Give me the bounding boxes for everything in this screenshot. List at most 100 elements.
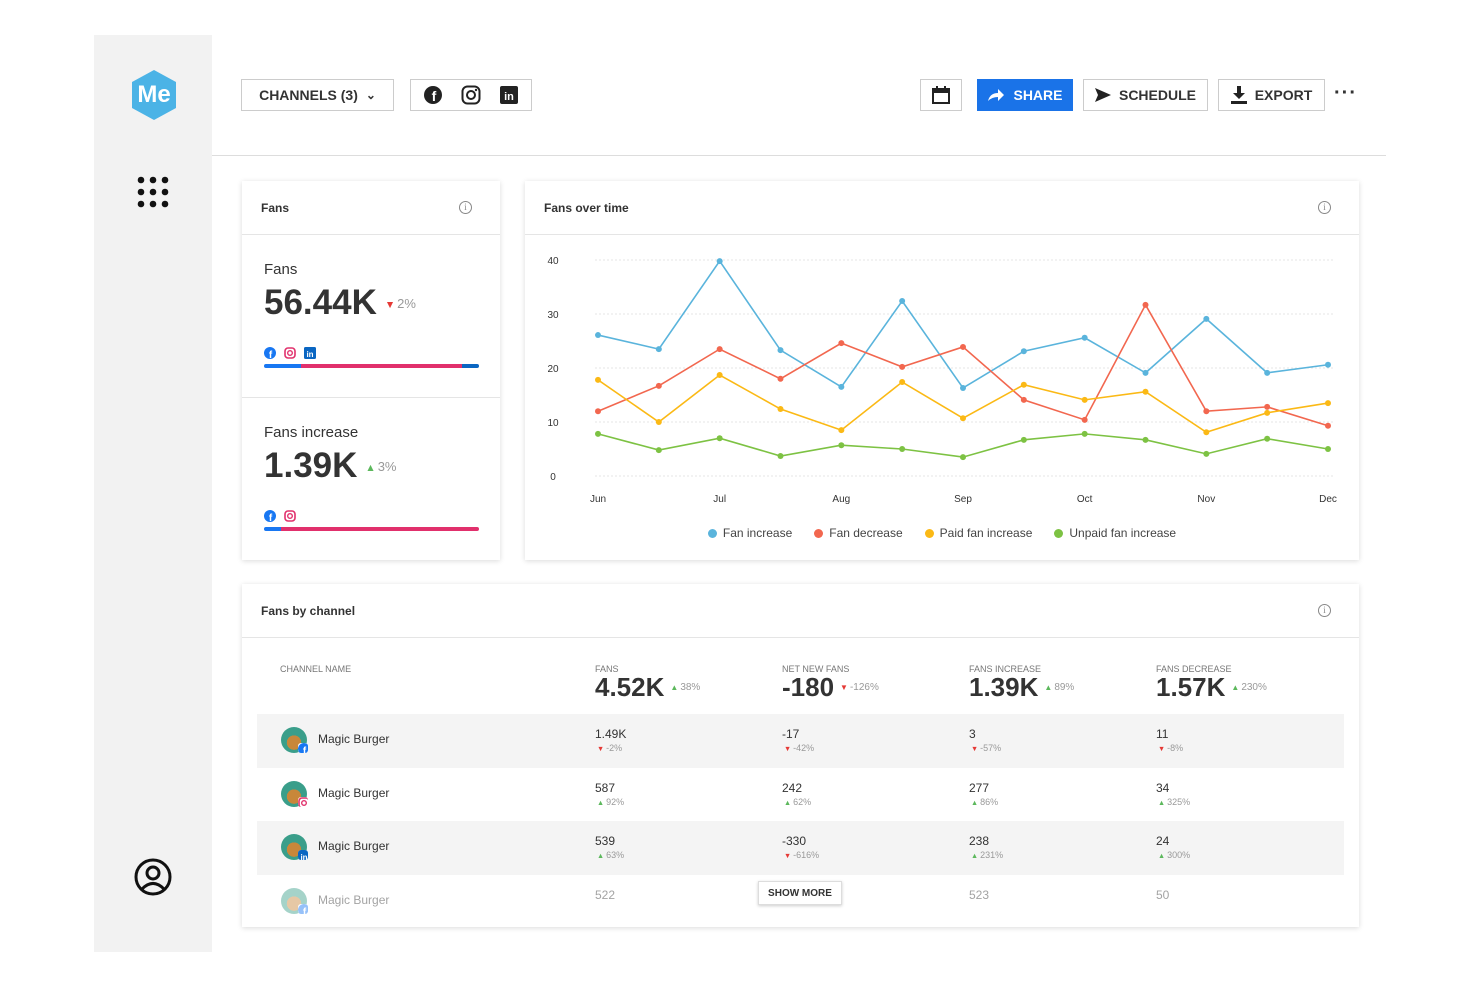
legend-swatch bbox=[708, 529, 717, 538]
share-button[interactable]: SHARE bbox=[977, 79, 1073, 111]
column-change: ▼-126% bbox=[840, 682, 879, 693]
cell-change: ▲92% bbox=[597, 797, 624, 807]
cell-change: ▲325% bbox=[1158, 797, 1190, 807]
data-point bbox=[778, 406, 784, 412]
instagram-icon bbox=[284, 347, 296, 359]
data-point bbox=[1325, 423, 1331, 429]
change-text: -616% bbox=[793, 850, 819, 860]
linkedin-icon: in bbox=[298, 850, 308, 860]
facebook-icon[interactable]: f bbox=[423, 85, 443, 105]
data-point bbox=[656, 419, 662, 425]
info-icon[interactable]: i bbox=[459, 201, 472, 214]
trend-arrow: ▲ bbox=[1158, 851, 1165, 860]
table-card: Fans by channel i CHANNEL NAME FANS4.52K… bbox=[242, 584, 1359, 927]
channel-filter[interactable]: f in bbox=[410, 79, 532, 111]
trend-arrow: ▼ bbox=[840, 683, 848, 692]
x-tick-label: Oct bbox=[1077, 494, 1093, 505]
channels-dropdown[interactable]: CHANNELS (3)⌄ bbox=[241, 79, 394, 111]
data-point bbox=[778, 347, 784, 353]
metric-value: 1.39K bbox=[264, 446, 357, 486]
export-label: EXPORT bbox=[1255, 87, 1313, 103]
change-text: 3% bbox=[378, 459, 397, 474]
icon-shape bbox=[288, 514, 293, 519]
legend-label: Fan decrease bbox=[829, 526, 902, 540]
change-text: -126% bbox=[850, 682, 879, 693]
trend-arrow: ▲ bbox=[1158, 798, 1165, 807]
column-change: ▲89% bbox=[1044, 682, 1074, 693]
data-point bbox=[1203, 451, 1209, 457]
instagram-icon bbox=[284, 510, 296, 522]
schedule-button[interactable]: SCHEDULE bbox=[1083, 79, 1208, 111]
logo-text: Me bbox=[137, 81, 170, 108]
data-point bbox=[899, 446, 905, 452]
y-tick-label: 30 bbox=[547, 310, 559, 321]
logo[interactable]: Me bbox=[130, 69, 178, 121]
linkedin-icon[interactable]: in bbox=[499, 85, 519, 105]
cell-value: 11 bbox=[1156, 727, 1168, 741]
trend-arrow: ▲ bbox=[597, 851, 604, 860]
column-total: 1.39K bbox=[969, 672, 1038, 703]
channel-icons: fin bbox=[264, 347, 316, 359]
export-button[interactable]: EXPORT bbox=[1218, 79, 1325, 111]
info-icon[interactable]: i bbox=[1318, 604, 1331, 617]
change-text: 62% bbox=[793, 797, 811, 807]
cell-change: ▼-616% bbox=[784, 850, 819, 860]
instagram-icon[interactable] bbox=[461, 85, 481, 105]
data-point bbox=[595, 377, 601, 383]
legend-item: Fan decrease bbox=[814, 526, 902, 540]
share-segment bbox=[281, 527, 479, 531]
share-bar bbox=[264, 527, 479, 531]
data-point bbox=[1203, 429, 1209, 435]
data-point bbox=[1203, 316, 1209, 322]
svg-text:in: in bbox=[504, 91, 514, 103]
data-point bbox=[1264, 370, 1270, 376]
data-point bbox=[838, 384, 844, 390]
data-point bbox=[1143, 389, 1149, 395]
instagram-icon bbox=[298, 797, 308, 807]
apps-icon[interactable] bbox=[137, 176, 169, 208]
data-point bbox=[778, 376, 784, 382]
series-line bbox=[598, 434, 1328, 457]
data-point bbox=[1021, 397, 1027, 403]
toolbar-divider bbox=[212, 155, 1386, 156]
channel-name: Magic Burger bbox=[318, 786, 389, 800]
data-point bbox=[656, 346, 662, 352]
share-segment bbox=[264, 364, 301, 368]
change-text: -57% bbox=[980, 743, 1001, 753]
icon-shape bbox=[288, 351, 293, 356]
data-point bbox=[899, 379, 905, 385]
column-total-row: 1.57K▲230% bbox=[1156, 672, 1267, 703]
column-change: ▲230% bbox=[1231, 682, 1267, 693]
metric-label: Fans bbox=[264, 261, 297, 278]
trend-arrow: ▲ bbox=[365, 463, 375, 474]
x-tick-label: Sep bbox=[954, 494, 972, 505]
cell-change: ▲231% bbox=[971, 850, 1003, 860]
legend-label: Paid fan increase bbox=[940, 526, 1033, 540]
trend-arrow: ▼ bbox=[784, 744, 791, 753]
trend-arrow: ▲ bbox=[971, 798, 978, 807]
data-point bbox=[1082, 431, 1088, 437]
show-more-button[interactable]: SHOW MORE bbox=[758, 881, 842, 905]
y-tick-label: 0 bbox=[550, 472, 556, 483]
data-point bbox=[899, 364, 905, 370]
cell-value: -17 bbox=[782, 727, 799, 741]
trend-arrow: ▼ bbox=[1158, 744, 1165, 753]
avatar: f bbox=[281, 888, 307, 914]
data-point bbox=[1264, 410, 1270, 416]
data-point bbox=[960, 454, 966, 460]
table-row: inMagic Burger539▲63%-330▼-616%238▲231%2… bbox=[257, 821, 1344, 875]
facebook-icon: f bbox=[298, 743, 308, 753]
channel-name: Magic Burger bbox=[318, 893, 389, 907]
profile-icon[interactable] bbox=[134, 858, 172, 896]
data-point bbox=[1264, 436, 1270, 442]
column-total-row: 4.52K▲38% bbox=[595, 672, 700, 703]
data-point bbox=[1082, 335, 1088, 341]
divider bbox=[242, 637, 1359, 638]
date-button[interactable] bbox=[920, 79, 962, 111]
avatar: f bbox=[281, 727, 307, 753]
y-tick-label: 10 bbox=[547, 418, 559, 429]
legend-swatch bbox=[814, 529, 823, 538]
change-text: 92% bbox=[606, 797, 624, 807]
column-total: 4.52K bbox=[595, 672, 664, 703]
more-menu[interactable]: ··· bbox=[1334, 82, 1357, 105]
